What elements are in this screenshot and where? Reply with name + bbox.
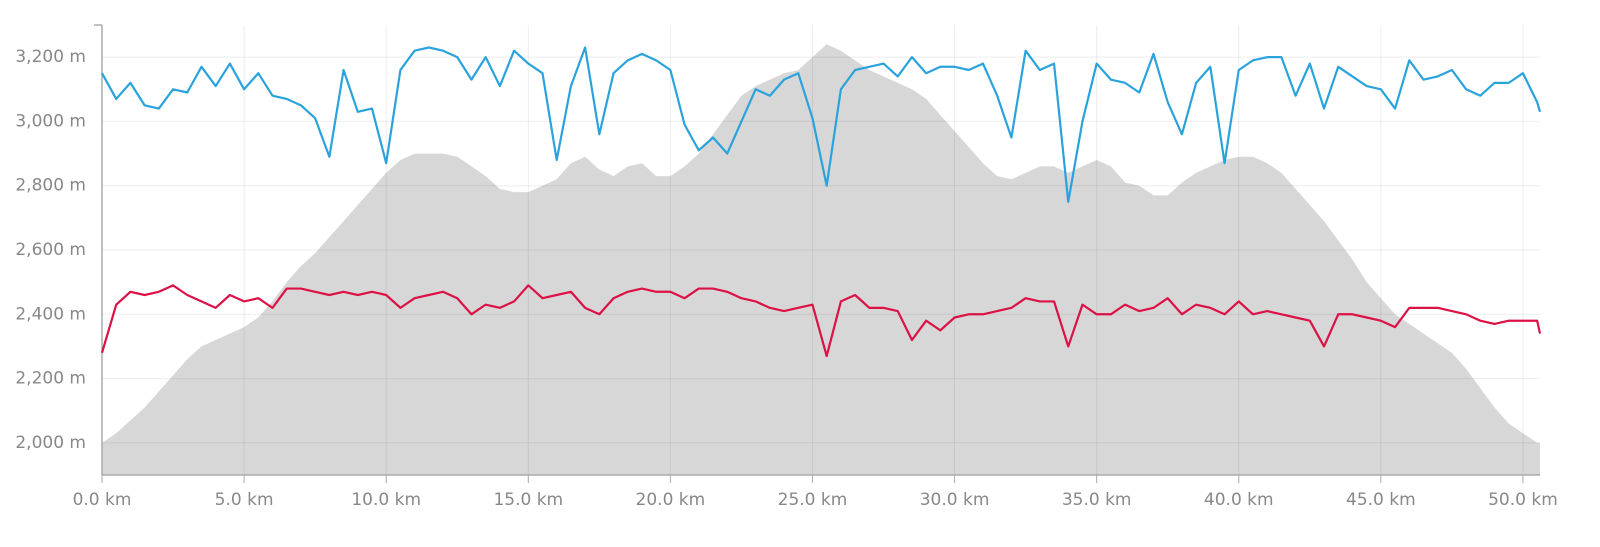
y-tick-label: 3,200 m (15, 47, 86, 67)
x-tick-label: 0.0 km (73, 490, 132, 510)
y-tick-label: 2,200 m (15, 369, 86, 389)
x-tick-label: 25.0 km (778, 490, 848, 510)
y-tick-label: 3,000 m (15, 111, 86, 131)
y-tick-label: 2,000 m (15, 433, 86, 453)
x-tick-label: 30.0 km (920, 490, 990, 510)
x-tick-label: 20.0 km (636, 490, 706, 510)
x-tick-label: 5.0 km (215, 490, 274, 510)
x-tick-label: 40.0 km (1204, 490, 1274, 510)
x-tick-label: 10.0 km (351, 490, 421, 510)
y-tick-label: 2,800 m (15, 176, 86, 196)
x-tick-label: 35.0 km (1062, 490, 1132, 510)
y-tick-label: 2,600 m (15, 240, 86, 260)
x-tick-label: 50.0 km (1488, 490, 1558, 510)
data-line (101, 46, 1542, 203)
x-tick-label: 45.0 km (1346, 490, 1416, 510)
data-line (100, 284, 1542, 358)
x-tick-label: 15.0 km (493, 490, 563, 510)
y-tick-label: 2,400 m (15, 304, 86, 324)
elevation-area (102, 44, 1540, 476)
